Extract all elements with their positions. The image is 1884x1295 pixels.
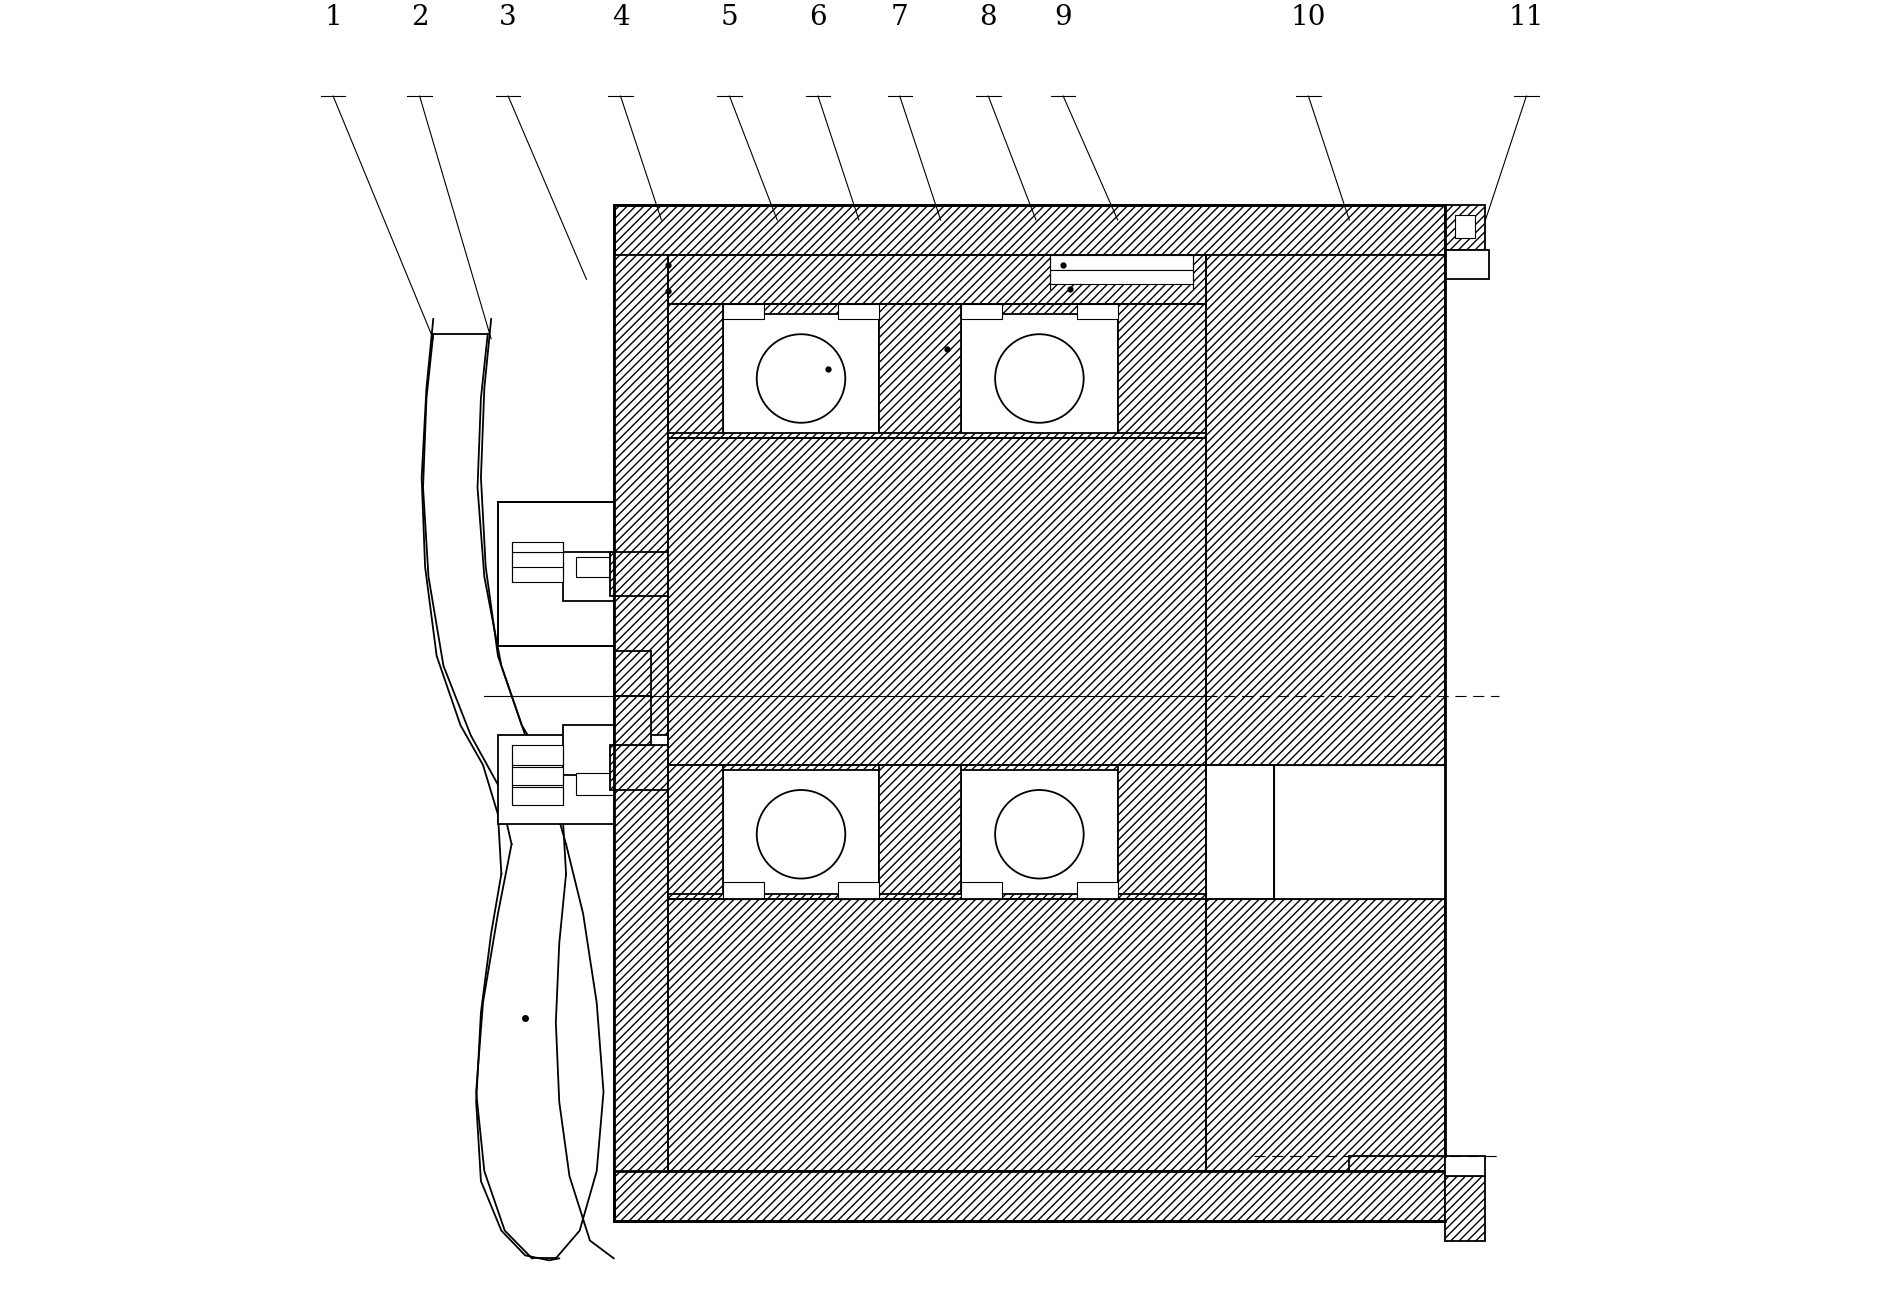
Bar [1078,304,1117,319]
Bar [1117,765,1206,894]
Text: 5: 5 [722,4,739,31]
Text: 2: 2 [411,4,428,31]
Bar [1445,250,1488,280]
Bar [563,552,614,601]
Bar [1445,1176,1485,1241]
Bar [669,438,1206,765]
Text: 11: 11 [1509,4,1545,31]
Bar [880,304,961,433]
Bar [669,255,1206,304]
Bar [961,882,1002,899]
Bar [669,304,723,433]
Bar [614,1171,1445,1221]
Bar [512,543,563,552]
Text: 1: 1 [324,4,343,31]
Bar [497,736,614,825]
Bar [838,304,880,319]
Bar [1445,1156,1485,1176]
Bar [614,651,652,695]
Bar [723,882,763,899]
Text: 8: 8 [980,4,997,31]
Circle shape [757,790,846,878]
Bar [614,205,1445,255]
Circle shape [995,790,1083,878]
Bar [512,745,563,765]
Bar [497,502,614,646]
Bar [610,552,669,597]
Bar [610,745,669,790]
Text: 10: 10 [1291,4,1326,31]
Bar [1078,882,1117,899]
Bar [1274,765,1445,899]
Bar [723,315,880,433]
Text: 6: 6 [810,4,827,31]
Bar [961,315,1117,433]
Text: 9: 9 [1055,4,1072,31]
Bar [1049,269,1193,285]
Bar [1117,304,1206,433]
Text: 3: 3 [499,4,516,31]
Bar [563,725,614,774]
Bar [961,304,1002,319]
Bar [1445,205,1485,250]
Bar [669,765,1206,899]
Bar [1206,255,1445,1171]
Bar [512,562,563,581]
Bar [669,304,1206,438]
Bar [723,304,763,319]
Bar [669,899,1206,1171]
Bar [1206,765,1274,899]
Text: 4: 4 [612,4,629,31]
Text: 7: 7 [891,4,908,31]
Circle shape [757,334,846,422]
Bar [614,255,669,736]
Bar [723,769,880,894]
Circle shape [995,334,1083,422]
Bar [1049,255,1193,269]
Bar [512,552,563,567]
Bar [577,773,614,795]
Bar [614,765,669,1171]
Bar [614,695,652,745]
Bar [512,786,563,804]
Bar [512,767,563,785]
Bar [838,882,880,899]
Bar [880,765,961,894]
Bar [577,557,614,576]
Bar [669,765,723,894]
Bar [961,769,1117,894]
Bar [1454,215,1475,238]
